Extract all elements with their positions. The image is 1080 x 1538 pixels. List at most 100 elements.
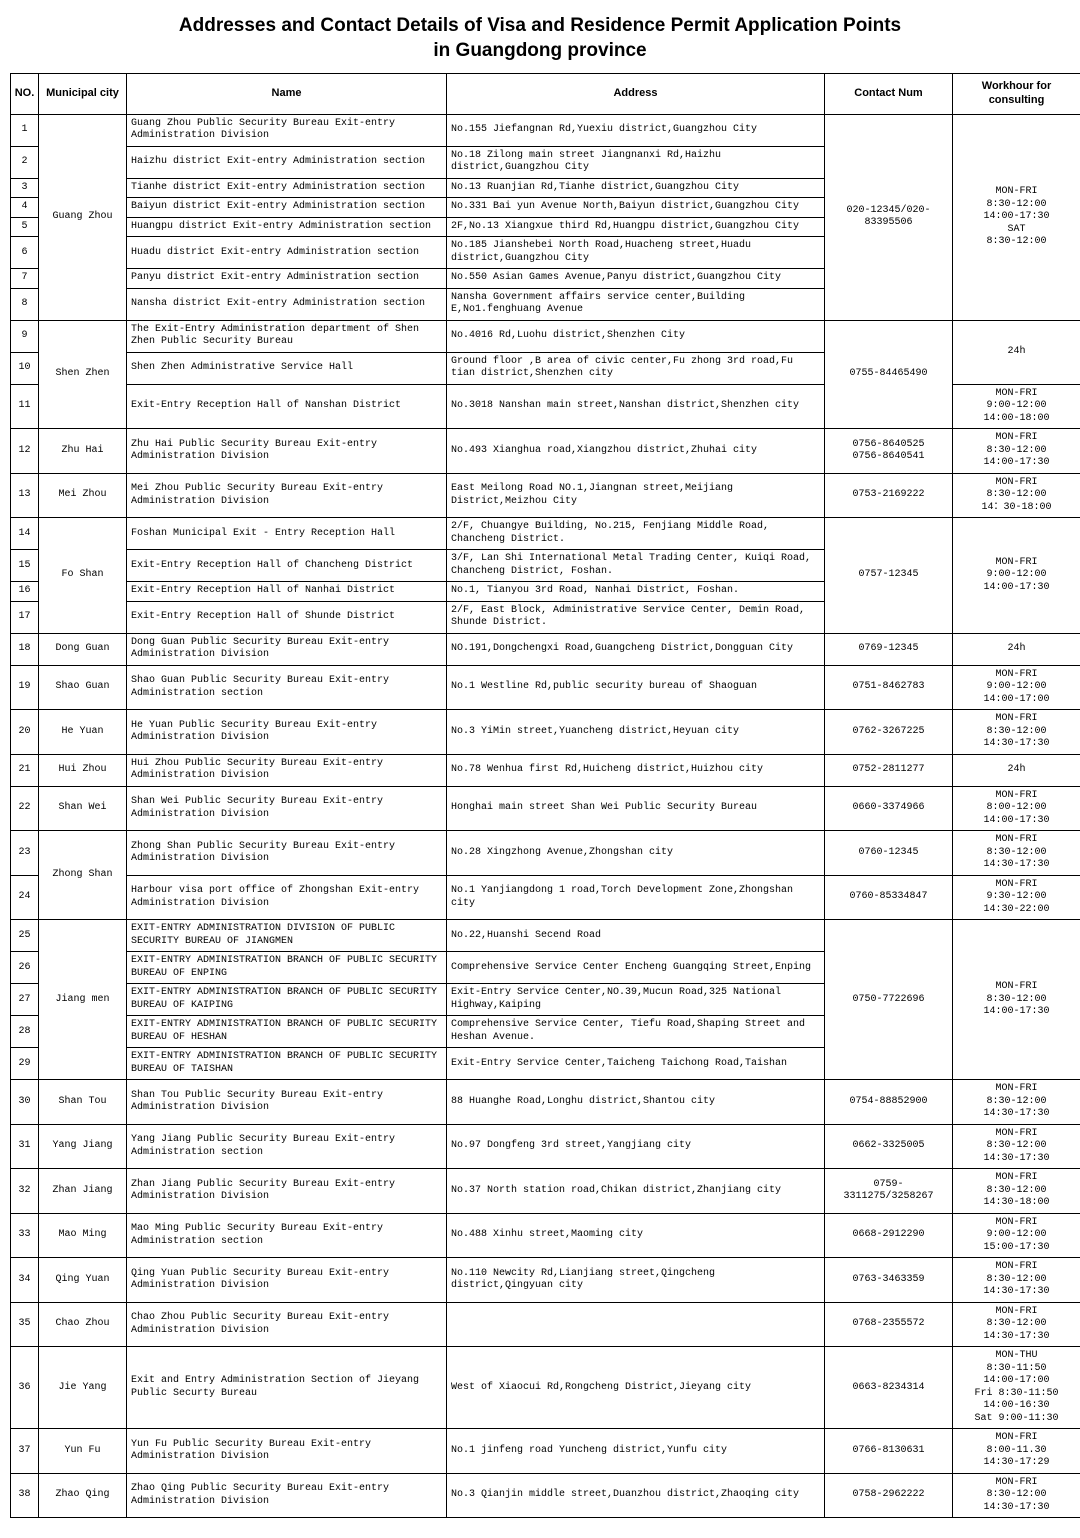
cell-city: Jiang men bbox=[39, 920, 127, 1080]
cell-hours: MON-THU 8:30-11:50 14:00-17:00 Fri 8:30-… bbox=[953, 1347, 1080, 1429]
cell-contact: 0750-7722696 bbox=[825, 920, 953, 1080]
cell-address: Ground floor ,B area of civic center,Fu … bbox=[447, 352, 825, 384]
cell-contact: 0760-85334847 bbox=[825, 875, 953, 920]
cell-no: 35 bbox=[11, 1302, 39, 1347]
cell-name: Hui Zhou Public Security Bureau Exit-ent… bbox=[127, 754, 447, 786]
table-header-row: NO. Municipal city Name Address Contact … bbox=[11, 74, 1080, 115]
cell-no: 18 bbox=[11, 633, 39, 665]
cell-no: 36 bbox=[11, 1347, 39, 1429]
cell-address bbox=[447, 1302, 825, 1347]
cell-city: Jie Yang bbox=[39, 1347, 127, 1429]
cell-address: No.28 Xingzhong Avenue,Zhongshan city bbox=[447, 831, 825, 876]
table-row: 9Shen ZhenThe Exit-Entry Administration … bbox=[11, 320, 1080, 352]
table-row: 37Yun FuYun Fu Public Security Bureau Ex… bbox=[11, 1429, 1080, 1474]
cell-address: No.3018 Nanshan main street,Nanshan dist… bbox=[447, 384, 825, 429]
cell-name: Mei Zhou Public Security Bureau Exit-ent… bbox=[127, 473, 447, 518]
cell-name: Exit-Entry Reception Hall of Chancheng D… bbox=[127, 550, 447, 582]
cell-name: He Yuan Public Security Bureau Exit-entr… bbox=[127, 710, 447, 755]
cell-contact: 0757-12345 bbox=[825, 518, 953, 634]
cell-address: No.493 Xianghua road,Xiangzhou district,… bbox=[447, 429, 825, 474]
cell-address: Exit-Entry Service Center,Taicheng Taich… bbox=[447, 1048, 825, 1080]
cell-name: Panyu district Exit-entry Administration… bbox=[127, 269, 447, 289]
cell-hours: MON-FRI 8:30-12:00 14:30-17:30 bbox=[953, 710, 1080, 755]
cell-contact: 0751-8462783 bbox=[825, 665, 953, 710]
table-row: 18Dong GuanDong Guan Public Security Bur… bbox=[11, 633, 1080, 665]
cell-name: Huangpu district Exit-entry Administrati… bbox=[127, 217, 447, 237]
col-name: Name bbox=[127, 74, 447, 115]
cell-contact: 0758-2962222 bbox=[825, 1473, 953, 1518]
cell-contact: 0755-84465490 bbox=[825, 320, 953, 429]
cell-hours: MON-FRI 8:30-12:00 14:00-17:30 bbox=[953, 920, 1080, 1080]
cell-contact: 0768-2355572 bbox=[825, 1302, 953, 1347]
cell-name: Zhan Jiang Public Security Bureau Exit-e… bbox=[127, 1169, 447, 1214]
table-row: 32Zhan JiangZhan Jiang Public Security B… bbox=[11, 1169, 1080, 1214]
cell-name: Guang Zhou Public Security Bureau Exit-e… bbox=[127, 114, 447, 146]
cell-no: 23 bbox=[11, 831, 39, 876]
cell-name: Shao Guan Public Security Bureau Exit-en… bbox=[127, 665, 447, 710]
cell-name: Shen Zhen Administrative Service Hall bbox=[127, 352, 447, 384]
table-row: 35Chao ZhouChao Zhou Public Security Bur… bbox=[11, 1302, 1080, 1347]
cell-no: 25 bbox=[11, 920, 39, 952]
cell-hours: MON-FRI 8:30-12:00 14：30-18:00 bbox=[953, 473, 1080, 518]
cell-name: Qing Yuan Public Security Bureau Exit-en… bbox=[127, 1258, 447, 1303]
cell-no: 22 bbox=[11, 786, 39, 831]
document-page: Addresses and Contact Details of Visa an… bbox=[0, 0, 1080, 1538]
cell-name: Shan Tou Public Security Bureau Exit-ent… bbox=[127, 1080, 447, 1125]
cell-address: No.13 Ruanjian Rd,Tianhe district,Guangz… bbox=[447, 178, 825, 198]
cell-city: Qing Yuan bbox=[39, 1258, 127, 1303]
cell-no: 4 bbox=[11, 198, 39, 218]
cell-city: Shan Tou bbox=[39, 1080, 127, 1125]
cell-address: No.22,Huanshi Secend Road bbox=[447, 920, 825, 952]
table-row: 31Yang JiangYang Jiang Public Security B… bbox=[11, 1124, 1080, 1169]
cell-address: No.18 Zilong main street Jiangnanxi Rd,H… bbox=[447, 146, 825, 178]
col-city: Municipal city bbox=[39, 74, 127, 115]
cell-address: No.331 Bai yun Avenue North,Baiyun distr… bbox=[447, 198, 825, 218]
cell-address: No.1 jinfeng road Yuncheng district,Yunf… bbox=[447, 1429, 825, 1474]
cell-name: Harbour visa port office of Zhongshan Ex… bbox=[127, 875, 447, 920]
cell-no: 11 bbox=[11, 384, 39, 429]
cell-contact: 0663-8234314 bbox=[825, 1347, 953, 1429]
cell-no: 26 bbox=[11, 952, 39, 984]
cell-address: 2/F, East Block, Administrative Service … bbox=[447, 601, 825, 633]
cell-no: 12 bbox=[11, 429, 39, 474]
col-hours: Workhour for consulting bbox=[953, 74, 1080, 115]
cell-no: 27 bbox=[11, 984, 39, 1016]
cell-no: 30 bbox=[11, 1080, 39, 1125]
cell-no: 37 bbox=[11, 1429, 39, 1474]
cell-name: EXIT-ENTRY ADMINISTRATION BRANCH OF PUBL… bbox=[127, 1016, 447, 1048]
cell-no: 38 bbox=[11, 1473, 39, 1518]
cell-hours: MON-FRI 9:00-12:00 14:00-18:00 bbox=[953, 384, 1080, 429]
cell-hours: MON-FRI 8:30-12:00 14:30-17:30 bbox=[953, 1124, 1080, 1169]
cell-name: Baiyun district Exit-entry Administratio… bbox=[127, 198, 447, 218]
cell-address: No.3 YiMin street,Yuancheng district,Hey… bbox=[447, 710, 825, 755]
table-row: 21Hui ZhouHui Zhou Public Security Burea… bbox=[11, 754, 1080, 786]
cell-no: 5 bbox=[11, 217, 39, 237]
cell-no: 6 bbox=[11, 237, 39, 269]
cell-contact: 0660-3374966 bbox=[825, 786, 953, 831]
cell-city: Yun Fu bbox=[39, 1429, 127, 1474]
cell-name: Chao Zhou Public Security Bureau Exit-en… bbox=[127, 1302, 447, 1347]
cell-name: Zhu Hai Public Security Bureau Exit-entr… bbox=[127, 429, 447, 474]
cell-contact: 0753-2169222 bbox=[825, 473, 953, 518]
visa-points-table: NO. Municipal city Name Address Contact … bbox=[10, 73, 1080, 1518]
cell-no: 1 bbox=[11, 114, 39, 146]
cell-no: 32 bbox=[11, 1169, 39, 1214]
table-row: 38Zhao QingZhao Qing Public Security Bur… bbox=[11, 1473, 1080, 1518]
cell-address: No.1 Westline Rd,public security bureau … bbox=[447, 665, 825, 710]
cell-contact: 0754-88852900 bbox=[825, 1080, 953, 1125]
table-row: 25Jiang menEXIT-ENTRY ADMINISTRATION DIV… bbox=[11, 920, 1080, 952]
cell-hours: MON-FRI 8:30-12:00 14:30-17:30 bbox=[953, 1258, 1080, 1303]
cell-city: Zhu Hai bbox=[39, 429, 127, 474]
cell-address: 2F,No.13 Xiangxue third Rd,Huangpu distr… bbox=[447, 217, 825, 237]
cell-address: East Meilong Road NO.1,Jiangnan street,M… bbox=[447, 473, 825, 518]
cell-hours: 24h bbox=[953, 633, 1080, 665]
cell-address: No.37 North station road,Chikan district… bbox=[447, 1169, 825, 1214]
cell-name: Tianhe district Exit-entry Administratio… bbox=[127, 178, 447, 198]
cell-address: No.97 Dongfeng 3rd street,Yangjiang city bbox=[447, 1124, 825, 1169]
table-row: 23Zhong ShanZhong Shan Public Security B… bbox=[11, 831, 1080, 876]
cell-address: No.1 Yanjiangdong 1 road,Torch Developme… bbox=[447, 875, 825, 920]
cell-name: Yang Jiang Public Security Bureau Exit-e… bbox=[127, 1124, 447, 1169]
cell-name: The Exit-Entry Administration department… bbox=[127, 320, 447, 352]
cell-hours: 24h bbox=[953, 754, 1080, 786]
cell-address: Exit-Entry Service Center,NO.39,Mucun Ro… bbox=[447, 984, 825, 1016]
